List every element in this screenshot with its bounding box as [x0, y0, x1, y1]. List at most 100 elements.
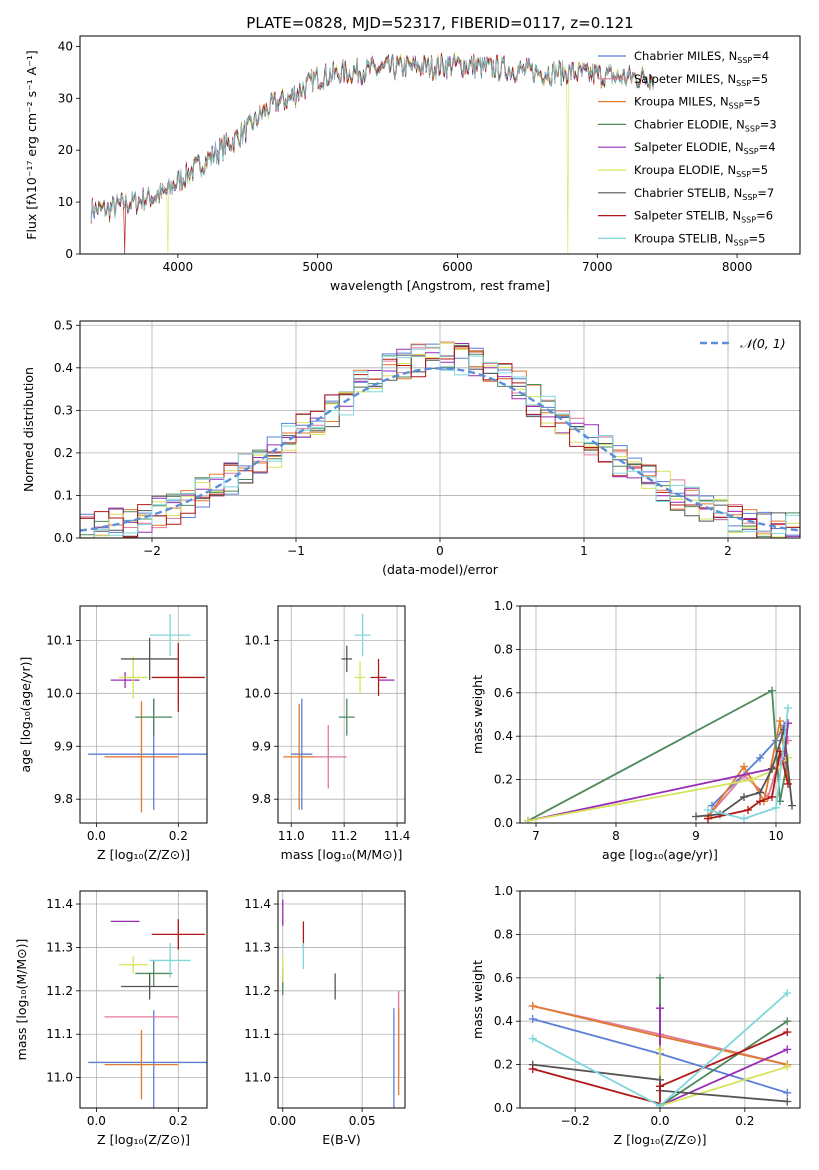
axes-frame — [277, 890, 406, 1109]
panel-age_vs_mass: 11.0 11.2 11.4 9.8 9.9 10.0 10.1 mass [log₁₀(M/… — [244, 605, 410, 862]
y-tick-label: 9.9 — [54, 739, 73, 753]
legend-label-sub: SSP — [736, 79, 751, 88]
legend-label-sub: SSP — [742, 193, 757, 202]
panel-age_vs_z: 0.0 0.2 9.8 9.9 10.0 10.1 Z [log₁₀(Z/Z⊙)] age [… — [18, 605, 208, 862]
x-tick-label: −2 — [143, 544, 161, 558]
y-tick-label: 0.4 — [494, 729, 513, 743]
x-tick-label: 0.2 — [169, 829, 188, 843]
axes-frame — [519, 605, 801, 824]
legend-label: Kroupa ELODIE, NSSP=5 — [634, 163, 768, 179]
legend-label-sub: SSP — [737, 56, 752, 65]
y-tick-label: 0.2 — [494, 1058, 513, 1072]
panel-residuals: −2 −1 0 1 2 0.0 0.1 0.2 0.3 0.4 0.5 (data-model)/er… — [21, 318, 801, 577]
legend-label-tail: =5 — [751, 72, 768, 86]
x-tick-label: 0.00 — [269, 1114, 296, 1128]
data-point — [783, 1088, 792, 1097]
legend-label-main: Salpeter MILES, N — [634, 72, 736, 86]
data-point — [528, 1064, 537, 1073]
y-tick-label: 9.9 — [252, 739, 271, 753]
y-tick-label: 20 — [58, 143, 73, 157]
y-tick-label: 1.0 — [494, 599, 513, 613]
x-tick-label: 6000 — [442, 260, 473, 274]
y-tick-label: 0.0 — [54, 531, 73, 545]
legend-label: Salpeter ELODIE, NSSP=4 — [634, 140, 776, 156]
x-tick-label: 2 — [724, 544, 732, 558]
data-point — [768, 764, 776, 773]
legend-label-main: Kroupa STELIB, N — [634, 231, 734, 245]
y-axis-label: mass weight — [470, 960, 485, 1039]
x-tick-label: −1 — [287, 544, 305, 558]
legend-label-tail: =4 — [759, 140, 776, 154]
y-tick-label: 11.3 — [244, 940, 271, 954]
y-axis-label: mass [log₁₀(M/M⊙)] — [14, 939, 29, 1061]
plot-area-mass_vs_z — [88, 919, 207, 1108]
data-point — [783, 1097, 792, 1106]
legend-label-sub: SSP — [745, 124, 760, 133]
x-tick-label: 0.2 — [735, 1114, 754, 1128]
y-tick-label: 0.4 — [54, 361, 73, 375]
data-point — [656, 1004, 664, 1013]
y-tick-label: 40 — [58, 39, 73, 53]
x-axis-label: Z [log₁₀(Z/Z⊙)] — [614, 1132, 707, 1147]
legend-label-sub: SSP — [729, 102, 744, 111]
legend-label-sub: SSP — [734, 238, 749, 247]
legend-label-tail: =5 — [749, 231, 766, 245]
x-axis-label: E(B-V) — [322, 1132, 361, 1147]
legend-label: Kroupa MILES, NSSP=5 — [634, 95, 760, 111]
data-point — [783, 1045, 792, 1054]
x-tick-label: 0.0 — [87, 1114, 106, 1128]
x-tick-label: 0.05 — [349, 1114, 376, 1128]
x-tick-label: −0.2 — [561, 1114, 590, 1128]
legend-label-main: Kroupa ELODIE, N — [634, 163, 736, 177]
legend-label-tail: =4 — [752, 49, 769, 63]
data-point — [656, 1082, 664, 1091]
data-point — [768, 686, 776, 695]
legend-label: 𝒩(0, 1) — [740, 336, 786, 351]
panel-mass_vs_z: 0.0 0.2 11.0 11.1 11.2 11.3 11.4 Z [log₁₀(Z/Z⊙)… — [14, 890, 208, 1147]
legend-label-main: Kroupa MILES, N — [634, 95, 729, 109]
x-axis-label: age [log₁₀(age/yr)] — [602, 847, 718, 862]
data-point — [756, 753, 764, 762]
y-tick-label: 0.4 — [494, 1014, 513, 1028]
axes-frame — [277, 605, 406, 824]
x-tick-label: 1 — [580, 544, 588, 558]
data-point — [656, 1101, 664, 1108]
y-tick-label: 11.3 — [46, 940, 73, 954]
data-point — [780, 725, 788, 734]
legend-label: Chabrier ELODIE, NSSP=3 — [634, 117, 777, 133]
y-tick-label: 11.2 — [244, 984, 271, 998]
x-tick-label: 0.2 — [169, 1114, 188, 1128]
x-tick-label: 9 — [692, 829, 700, 843]
y-tick-label: 10.1 — [46, 633, 73, 647]
panel-mass_vs_ebv: 0.00 0.05 11.0 11.1 11.2 11.3 11.4 E(B-V) — [244, 890, 406, 1147]
x-tick-label: 7000 — [582, 260, 613, 274]
y-tick-label: 11.4 — [244, 897, 271, 911]
legend-label-main: Chabrier MILES, N — [634, 49, 737, 63]
plot-area-mass_vs_ebv — [282, 899, 400, 1108]
legend-label-main: Chabrier STELIB, N — [634, 186, 742, 200]
y-axis-label: Normed distribution — [21, 367, 36, 492]
legend-label-main: Salpeter STELIB, N — [634, 209, 741, 223]
data-point — [788, 801, 796, 810]
weight-line — [527, 757, 789, 822]
panel-spectrum: 4000 5000 6000 7000 8000 0 10 20 30 40 wavelength … — [24, 35, 801, 293]
figure-title: PLATE=0828, MJD=52317, FIBERID=0117, z=0… — [246, 14, 633, 32]
y-axis-label: age [log₁₀(age/yr)] — [18, 657, 33, 773]
legend-label-sub: SSP — [736, 170, 751, 179]
data-point — [740, 814, 748, 823]
legend-label: Kroupa STELIB, NSSP=5 — [634, 231, 765, 247]
y-tick-label: 0.2 — [54, 446, 73, 460]
normal-reference-curve — [80, 367, 800, 532]
y-tick-label: 11.0 — [46, 1071, 73, 1085]
legend-label: Chabrier MILES, NSSP=4 — [634, 49, 769, 65]
data-point — [784, 703, 792, 712]
y-tick-label: 0 — [65, 247, 73, 261]
data-point — [748, 775, 756, 784]
data-point — [784, 779, 792, 788]
data-point — [704, 805, 712, 814]
y-tick-label: 9.8 — [54, 792, 73, 806]
x-tick-label: 11.2 — [331, 829, 358, 843]
legend-label: Salpeter STELIB, NSSP=6 — [634, 209, 773, 225]
axes-frame — [519, 890, 801, 1109]
